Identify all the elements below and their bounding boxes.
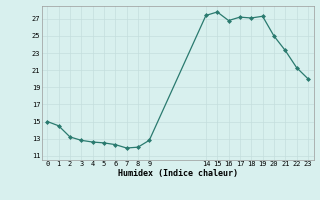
X-axis label: Humidex (Indice chaleur): Humidex (Indice chaleur): [118, 169, 237, 178]
